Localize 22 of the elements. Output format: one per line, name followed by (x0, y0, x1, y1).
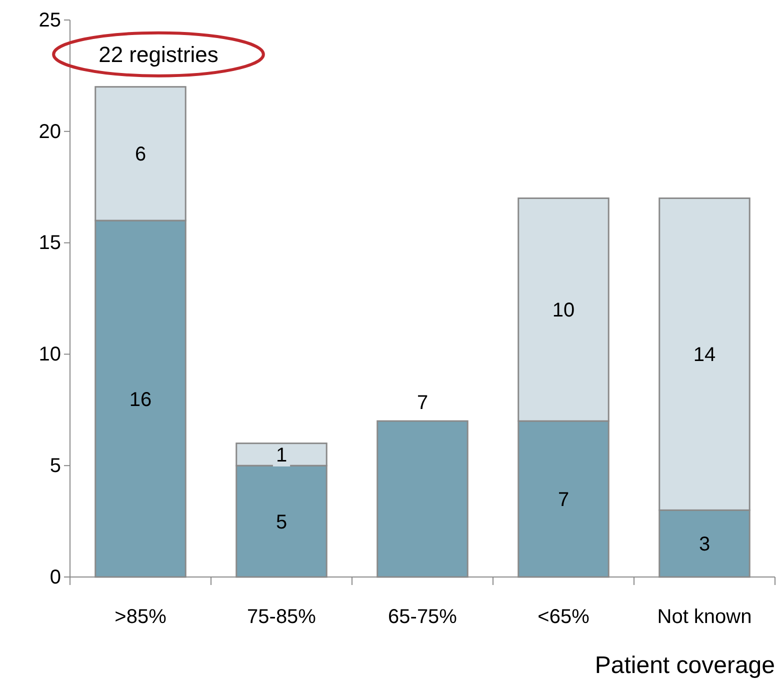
y-tick-label: 25 (38, 9, 61, 32)
x-tick-label: >85% (114, 606, 167, 628)
x-tick-label: <65% (538, 606, 590, 628)
annotation: 22 registries (98, 42, 218, 67)
x-tick-label: 65-75% (388, 606, 458, 628)
y-tick-label: 5 (50, 455, 61, 477)
data-label: 16 (129, 388, 152, 411)
data-label: 5 (276, 511, 288, 534)
data-label: 14 (693, 344, 716, 366)
x-axis-title: Patient coverage (594, 652, 775, 679)
data-label: 7 (558, 489, 570, 512)
x-tick-label: Not known (657, 606, 752, 628)
x-tick-label: 75-85% (247, 606, 316, 628)
data-label: 10 (552, 300, 575, 322)
y-tick-label: 15 (38, 232, 61, 254)
data-label: 3 (698, 534, 710, 556)
y-tick-label: 20 (38, 120, 61, 143)
y-tick-label: 10 (38, 344, 61, 366)
data-label: 1 (276, 444, 288, 466)
data-label: 7 (416, 392, 428, 414)
y-tick-label: 0 (50, 566, 61, 588)
data-label: 6 (134, 144, 146, 166)
